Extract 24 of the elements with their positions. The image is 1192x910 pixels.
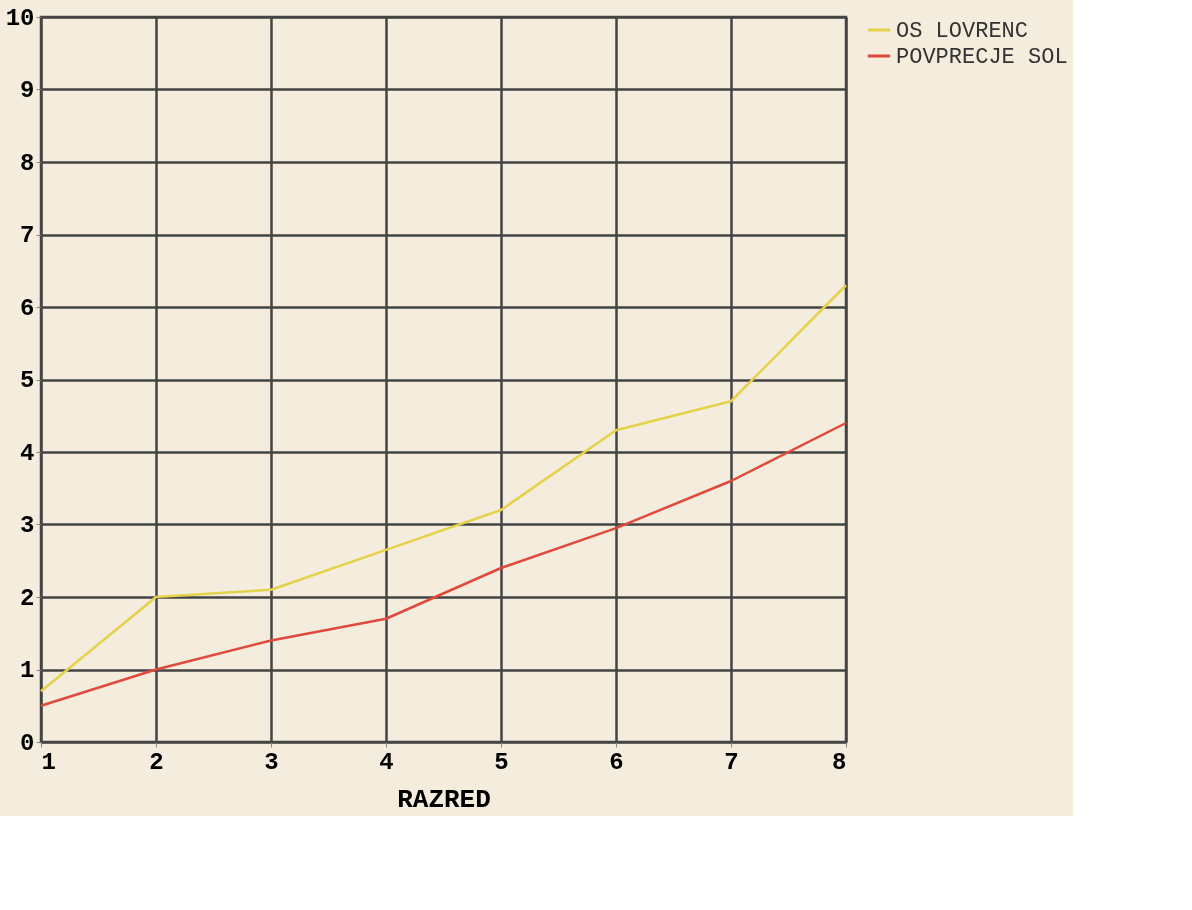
y-tick-label: 1: [20, 657, 35, 684]
y-tick-label: 7: [20, 222, 35, 249]
x-tick-label: 3: [264, 748, 279, 776]
x-tick-label: 6: [609, 748, 624, 776]
y-tick-label: 0: [20, 729, 35, 757]
line-series: [39, 421, 848, 707]
y-tick-label: 9: [20, 77, 35, 104]
x-tick-label: 1: [41, 748, 56, 776]
x-tick-label: 5: [494, 748, 509, 776]
x-tick-label: 8: [832, 748, 847, 776]
legend-label: OS LOVRENC: [896, 19, 1029, 44]
y-tick-label: 8: [20, 149, 35, 177]
y-tick-label: 10: [5, 4, 35, 32]
x-tick-label: 4: [379, 748, 394, 776]
x-tick-label: 7: [724, 748, 739, 776]
y-tick-label: 3: [20, 512, 35, 539]
y-tick-label: 2: [20, 584, 35, 612]
x-tick-label: 2: [149, 748, 164, 776]
y-tick-label: 5: [20, 367, 35, 394]
line-series: [39, 284, 848, 693]
legend-label: POVPRECJE SOL: [896, 45, 1068, 70]
y-tick-label: 6: [20, 294, 35, 322]
y-tick-label: 4: [20, 439, 35, 467]
x-axis-title: RAZRED: [397, 784, 491, 815]
